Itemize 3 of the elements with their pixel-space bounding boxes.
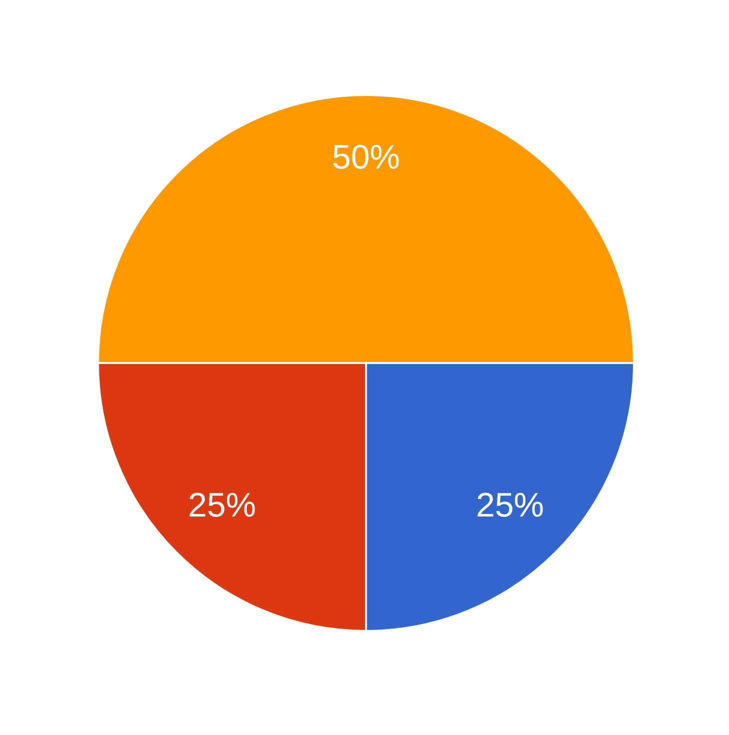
data-label: 25% bbox=[188, 486, 256, 524]
data-label: 50% bbox=[332, 138, 400, 177]
data-label: 25% bbox=[476, 486, 544, 524]
